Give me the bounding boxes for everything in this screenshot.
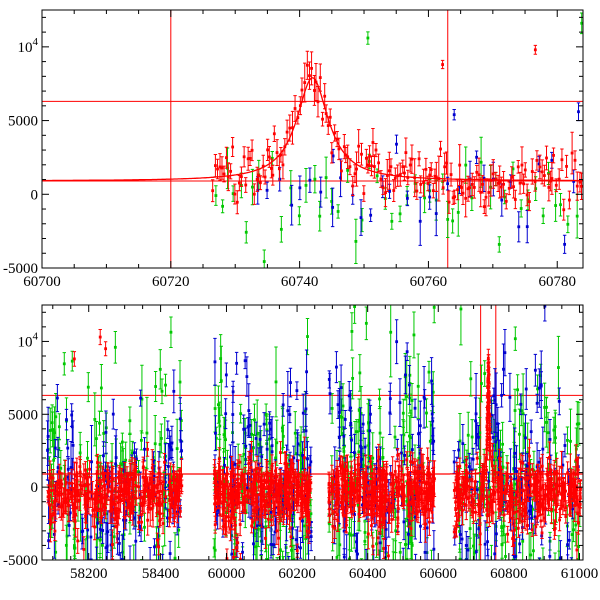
x-tick-label: 60700 — [23, 274, 61, 290]
x-tick-label: 58400 — [142, 566, 180, 582]
zoom-panel: 60700 60720 60740 60760 60780 -5000 0 5000 104 — [3, 9, 584, 290]
x-tick-label: 60780 — [538, 274, 576, 290]
x-tick-label: 60760 — [410, 274, 448, 290]
y-tick-label: 0 — [31, 187, 39, 203]
model-curve — [42, 375, 583, 475]
y-tick-label: -5000 — [3, 553, 38, 569]
y-tick-label: 0 — [31, 480, 39, 496]
y-tick-label: -5000 — [3, 261, 38, 277]
y-tick-label: 104 — [18, 36, 39, 56]
x-tick-label: 60800 — [490, 566, 528, 582]
y-tick-label: 104 — [18, 330, 39, 350]
axes-frame — [41, 9, 584, 269]
x-tick-label: 60000 — [208, 566, 246, 582]
x-tick-label: 60720 — [152, 274, 190, 290]
x-tick-label: 60400 — [349, 566, 387, 582]
tick-labels: 60700 60720 60740 60760 60780 -5000 0 5000 104 — [3, 36, 576, 290]
reference-lines — [42, 10, 583, 268]
x-tick-label: 60200 — [278, 566, 316, 582]
x-tick-label: 61000 — [561, 566, 599, 582]
x-tick-label: 58200 — [70, 566, 108, 582]
axes-frame — [41, 304, 584, 561]
model-curve — [42, 77, 583, 182]
x-tick-label: 60740 — [281, 274, 319, 290]
x-tick-label: 60600 — [420, 566, 458, 582]
tick-labels: 58200 58400 60000 60200 60400 60600 60800 61000… — [3, 330, 598, 582]
y-tick-label: 5000 — [8, 114, 38, 130]
full-panel: 58200 58400 60000 60200 60400 60600 60800 61000… — [3, 304, 598, 582]
series-green — [46, 305, 582, 560]
series-green — [214, 12, 583, 268]
y-tick-label: 5000 — [8, 407, 38, 423]
